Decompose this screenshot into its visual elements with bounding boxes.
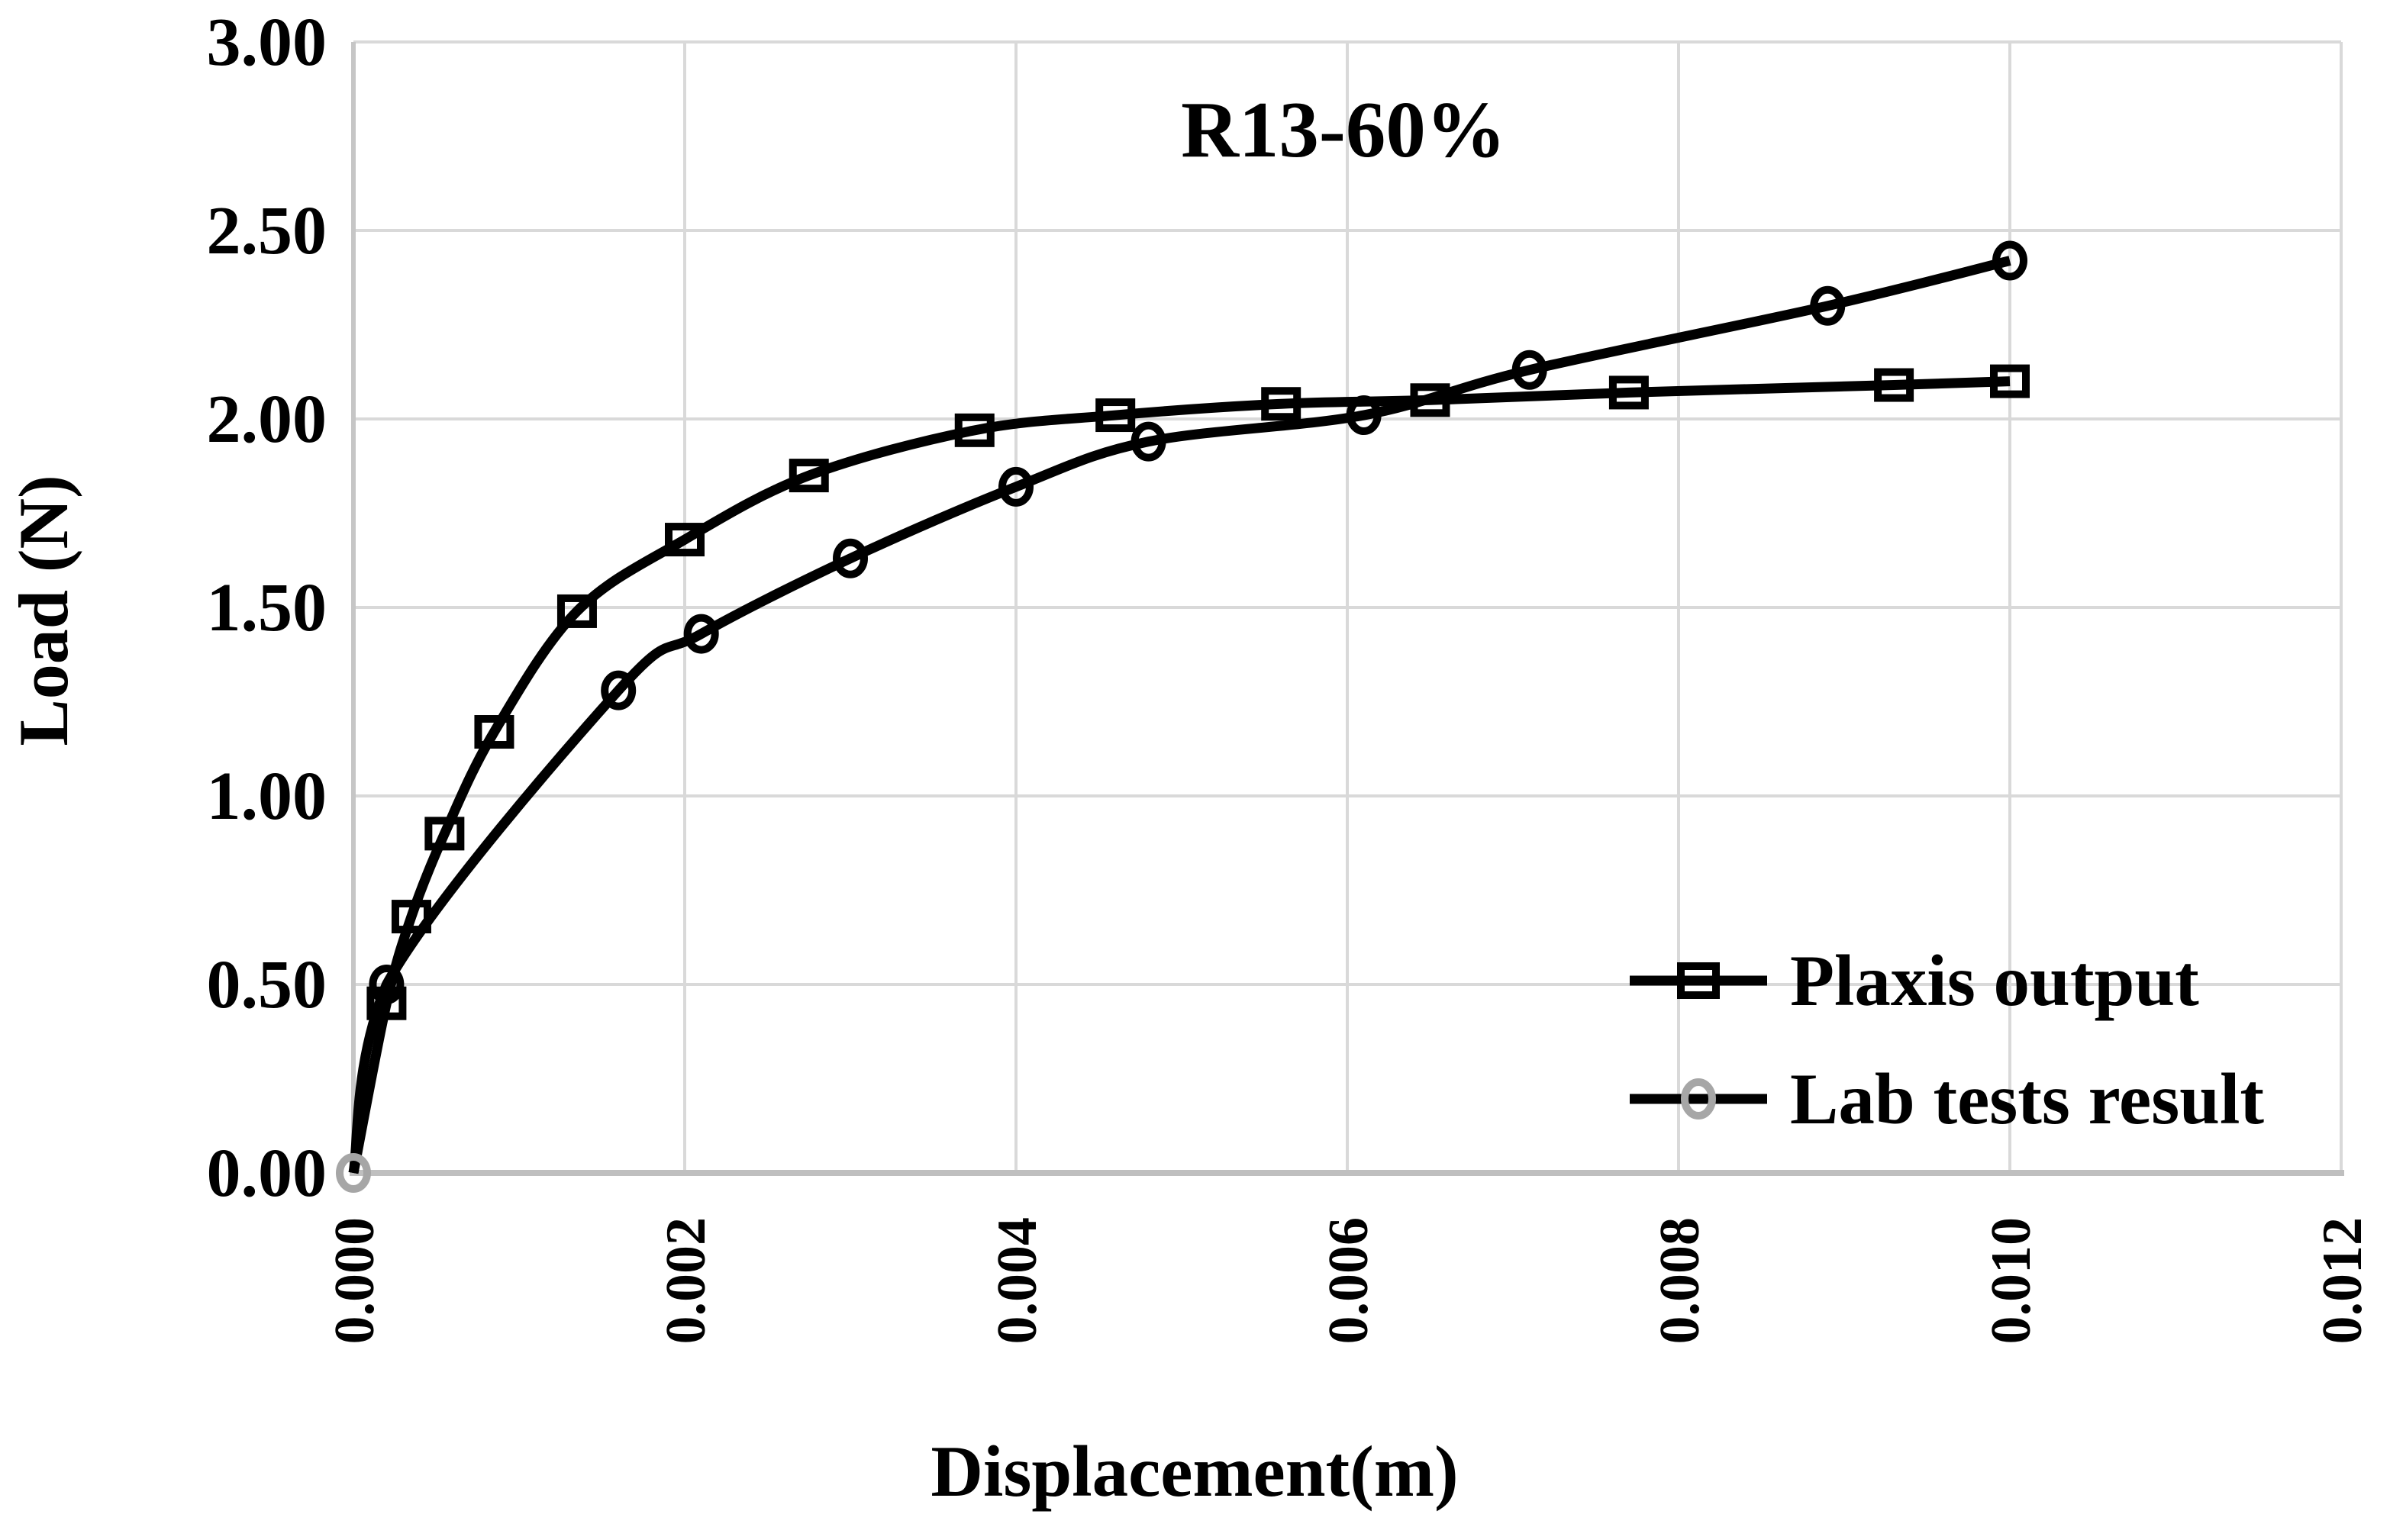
square-data-marker: [556, 594, 597, 628]
series-line-lab-tests-result: [348, 256, 2011, 1174]
square-data-marker: [1095, 398, 1136, 433]
square-data-marker: [366, 986, 407, 1020]
x-tick-label: 0.002: [655, 1217, 718, 1345]
square-data-marker: [789, 459, 829, 493]
x-tick-label: 0.006: [1318, 1217, 1380, 1345]
square-data-marker: [1990, 364, 2030, 398]
square-data-marker: [474, 715, 514, 749]
legend-circle-marker-icon: [1681, 1078, 1716, 1120]
circle-data-marker: [833, 538, 868, 578]
chart-title: R13-60%: [1181, 85, 1506, 174]
y-tick-label: 0.00: [207, 1136, 327, 1211]
square-data-marker: [1608, 375, 1649, 410]
square-data-marker: [1874, 368, 1914, 402]
square-data-marker: [665, 523, 705, 557]
circle-data-marker: [1511, 350, 1547, 390]
x-axis-title: Displacement(m): [931, 1431, 1458, 1512]
circle-data-marker: [1346, 395, 1382, 436]
circle-data-marker: [336, 1153, 371, 1193]
legend-item-plaxis-output: Plaxis output: [1630, 940, 2199, 1021]
circle-data-marker: [1810, 285, 1846, 326]
legend-item-lab-tests-result: Lab tests result: [1630, 1058, 2264, 1139]
square-data-marker: [391, 900, 431, 934]
circle-data-marker: [601, 670, 637, 710]
x-tick-label: 0.008: [1649, 1217, 1711, 1345]
series-line-plaxis-output: [348, 376, 2011, 1174]
x-tick-label: 0.000: [324, 1217, 386, 1345]
y-tick-label: 0.50: [207, 947, 327, 1023]
legend-label-plaxis-output: Plaxis output: [1790, 940, 2199, 1021]
y-tick-label: 2.00: [207, 382, 327, 457]
circle-data-marker: [1992, 240, 2027, 281]
square-data-marker: [424, 817, 465, 851]
y-tick-label: 1.00: [207, 759, 327, 834]
circle-data-marker: [1130, 421, 1166, 462]
x-tick-label: 0.010: [1980, 1217, 2043, 1345]
x-tick-label: 0.004: [986, 1217, 1049, 1345]
legend: Plaxis output Lab tests result: [1630, 940, 2264, 1139]
legend-label-lab-tests-result: Lab tests result: [1790, 1058, 2264, 1139]
y-tick-label: 2.50: [207, 193, 327, 269]
x-tick-label: 0.012: [2311, 1217, 2374, 1345]
square-data-marker: [1261, 387, 1301, 421]
square-data-marker: [954, 413, 995, 447]
y-axis-title: Load (N): [5, 475, 82, 746]
marker-layer: [336, 240, 2030, 1193]
circle-data-marker: [998, 466, 1034, 507]
series-layer: [348, 256, 2011, 1174]
square-data-marker: [1410, 383, 1450, 417]
circle-data-marker: [369, 965, 405, 1004]
y-tick-label: 3.00: [207, 5, 327, 80]
legend-square-marker-icon: [1677, 962, 1720, 999]
y-tick-label: 1.50: [207, 570, 327, 646]
tick-label-layer: 0.00 0.50 1.00 1.50 2.00 2.50 3.00 0.000 0.002 0.…: [207, 5, 2375, 1345]
circle-data-marker: [683, 614, 719, 654]
grid-layer: [350, 40, 2344, 1176]
